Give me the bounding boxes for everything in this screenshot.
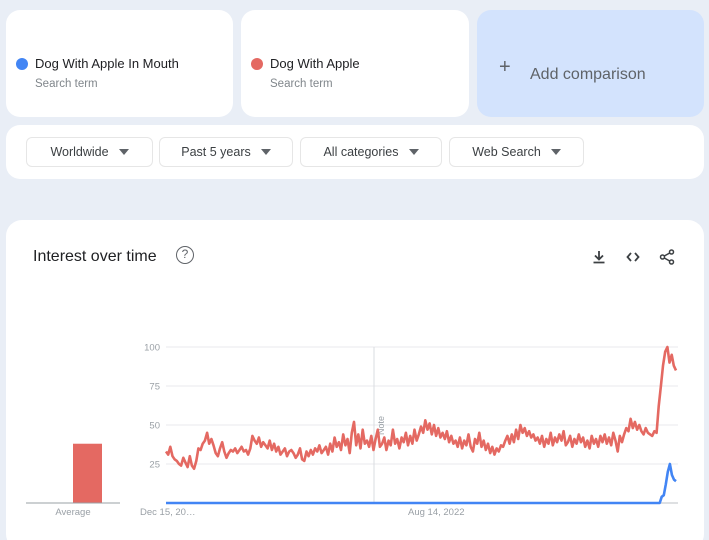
- x-tick-label-mid: Aug 14, 2022: [408, 507, 465, 518]
- add-comparison-button[interactable]: + Add comparison: [477, 10, 704, 117]
- interest-chart[interactable]: Average 25 50 75 100 Note Dec 15, 20… Aug 1…: [6, 220, 704, 540]
- term-name: Dog With Apple: [270, 56, 360, 71]
- average-bar-dog-with-apple: [73, 443, 102, 503]
- x-tick-label-start: Dec 15, 20…: [140, 507, 195, 518]
- note-label[interactable]: Note: [376, 416, 386, 435]
- search-type-label: Web Search: [472, 145, 541, 159]
- svg-text:75: 75: [149, 382, 160, 393]
- series-line-dog-with-apple-in-mouth: [166, 462, 677, 505]
- embed-code-icon[interactable]: [624, 248, 642, 266]
- share-icon[interactable]: [658, 248, 676, 266]
- term-subtitle: Search term: [270, 78, 333, 90]
- series-line-dog-with-apple: [164, 345, 678, 470]
- add-comparison-label: Add comparison: [530, 66, 646, 83]
- svg-text:25: 25: [149, 460, 160, 471]
- search-type-dropdown[interactable]: Web Search: [449, 137, 584, 167]
- time-range-label: Past 5 years: [181, 145, 251, 159]
- y-axis-labels: 25 50 75 100: [144, 343, 160, 471]
- caret-down-icon: [550, 149, 561, 155]
- region-dropdown[interactable]: Worldwide: [26, 137, 153, 167]
- series-color-dot-red: [251, 57, 263, 70]
- term-name: Dog With Apple In Mouth: [35, 56, 179, 71]
- time-range-dropdown[interactable]: Past 5 years: [159, 137, 293, 167]
- section-title: Interest over time: [33, 248, 157, 265]
- interest-over-time-card: Interest over time ? Average 25 50 75 100 N…: [6, 220, 704, 540]
- caret-down-icon: [260, 149, 271, 155]
- term-card-2[interactable]: Dog With Apple Search term: [241, 10, 469, 117]
- download-icon[interactable]: [590, 248, 608, 266]
- category-label: All categories: [323, 145, 399, 159]
- category-dropdown[interactable]: All categories: [300, 137, 442, 167]
- term-card-1[interactable]: Dog With Apple In Mouth Search term: [6, 10, 233, 117]
- caret-down-icon: [118, 149, 129, 155]
- average-label: Average: [55, 507, 90, 518]
- filter-bar: Worldwide Past 5 years All categories We…: [6, 125, 704, 179]
- region-label: Worldwide: [50, 145, 109, 159]
- plus-icon: +: [499, 56, 511, 78]
- chart-grid: [166, 346, 678, 504]
- average-bars: Average: [26, 443, 120, 518]
- svg-text:50: 50: [149, 421, 160, 432]
- term-subtitle: Search term: [35, 78, 98, 90]
- series-color-dot-blue: [16, 57, 28, 70]
- svg-text:100: 100: [144, 343, 160, 354]
- help-icon[interactable]: ?: [176, 246, 194, 264]
- caret-down-icon: [408, 149, 419, 155]
